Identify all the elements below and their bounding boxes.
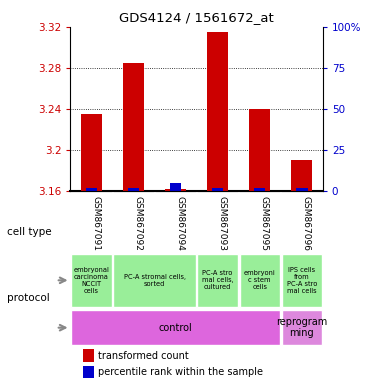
Bar xyxy=(86,188,97,191)
Text: GSM867094: GSM867094 xyxy=(175,195,185,250)
Text: reprogram
ming: reprogram ming xyxy=(276,317,327,338)
Bar xyxy=(240,254,280,307)
Text: GSM867096: GSM867096 xyxy=(302,195,311,251)
Title: GDS4124 / 1561672_at: GDS4124 / 1561672_at xyxy=(119,11,274,24)
Text: control: control xyxy=(159,323,193,333)
Text: embryoni
c stem
cells: embryoni c stem cells xyxy=(244,270,276,290)
Bar xyxy=(71,310,280,345)
Bar xyxy=(71,254,112,307)
Bar xyxy=(296,188,308,191)
Text: GSM867095: GSM867095 xyxy=(260,195,269,251)
Text: PC-A stro
mal cells,
cultured: PC-A stro mal cells, cultured xyxy=(202,270,233,290)
Text: GSM867093: GSM867093 xyxy=(218,195,227,251)
Bar xyxy=(83,349,95,362)
Bar xyxy=(282,310,322,345)
Text: IPS cells
from
PC-A stro
mal cells: IPS cells from PC-A stro mal cells xyxy=(286,267,317,294)
Bar xyxy=(123,63,144,191)
Bar xyxy=(165,189,186,191)
Bar xyxy=(83,366,95,379)
Bar xyxy=(170,182,181,191)
Bar xyxy=(249,109,270,191)
Bar xyxy=(254,188,266,191)
Bar xyxy=(207,32,228,191)
Bar xyxy=(212,188,223,191)
Bar xyxy=(291,160,312,191)
Text: transformed count: transformed count xyxy=(98,351,189,361)
Text: PC-A stromal cells,
sorted: PC-A stromal cells, sorted xyxy=(124,274,186,287)
Text: embryonal
carcinoma
NCCIT
cells: embryonal carcinoma NCCIT cells xyxy=(73,267,109,294)
Bar xyxy=(197,254,238,307)
Text: GSM867092: GSM867092 xyxy=(134,195,142,250)
Text: cell type: cell type xyxy=(7,227,52,237)
Text: percentile rank within the sample: percentile rank within the sample xyxy=(98,367,263,377)
Bar xyxy=(81,114,102,191)
Bar xyxy=(282,254,322,307)
Bar xyxy=(128,188,139,191)
Text: protocol: protocol xyxy=(7,293,50,303)
Text: GSM867091: GSM867091 xyxy=(92,195,101,251)
Bar xyxy=(114,254,196,307)
